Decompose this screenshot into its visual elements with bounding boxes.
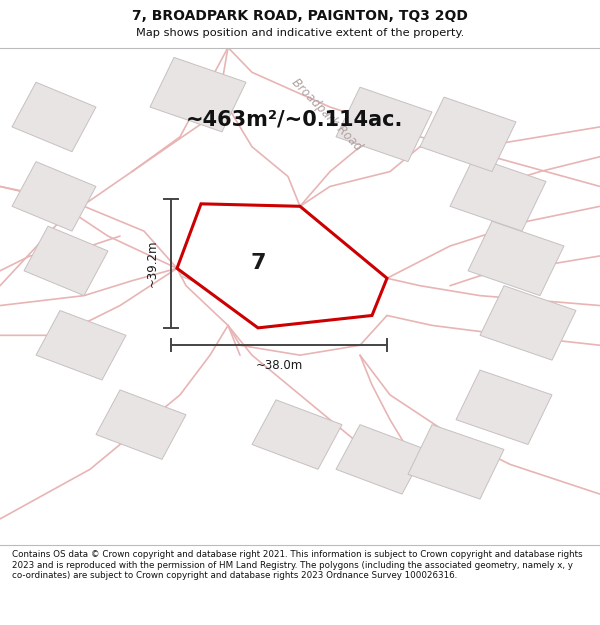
Polygon shape xyxy=(150,58,246,132)
Polygon shape xyxy=(408,424,504,499)
Polygon shape xyxy=(336,88,432,162)
Polygon shape xyxy=(264,231,348,301)
Text: ~38.0m: ~38.0m xyxy=(256,359,302,372)
Polygon shape xyxy=(12,162,96,231)
Polygon shape xyxy=(480,286,576,360)
Polygon shape xyxy=(96,390,186,459)
Text: 7, BROADPARK ROAD, PAIGNTON, TQ3 2QD: 7, BROADPARK ROAD, PAIGNTON, TQ3 2QD xyxy=(132,9,468,24)
Text: ~463m²/~0.114ac.: ~463m²/~0.114ac. xyxy=(185,109,403,129)
Polygon shape xyxy=(24,226,108,296)
Polygon shape xyxy=(420,97,516,171)
Polygon shape xyxy=(12,82,96,152)
Text: Broadpark Road: Broadpark Road xyxy=(289,76,365,153)
Polygon shape xyxy=(450,157,546,231)
Polygon shape xyxy=(468,221,564,296)
Polygon shape xyxy=(336,424,426,494)
Polygon shape xyxy=(252,400,342,469)
Polygon shape xyxy=(177,204,387,328)
Polygon shape xyxy=(180,231,264,301)
Text: Map shows position and indicative extent of the property.: Map shows position and indicative extent… xyxy=(136,28,464,38)
Text: Contains OS data © Crown copyright and database right 2021. This information is : Contains OS data © Crown copyright and d… xyxy=(12,550,583,580)
Polygon shape xyxy=(36,311,126,380)
Text: ~39.2m: ~39.2m xyxy=(145,239,158,287)
Polygon shape xyxy=(456,370,552,444)
Text: 7: 7 xyxy=(250,253,266,273)
